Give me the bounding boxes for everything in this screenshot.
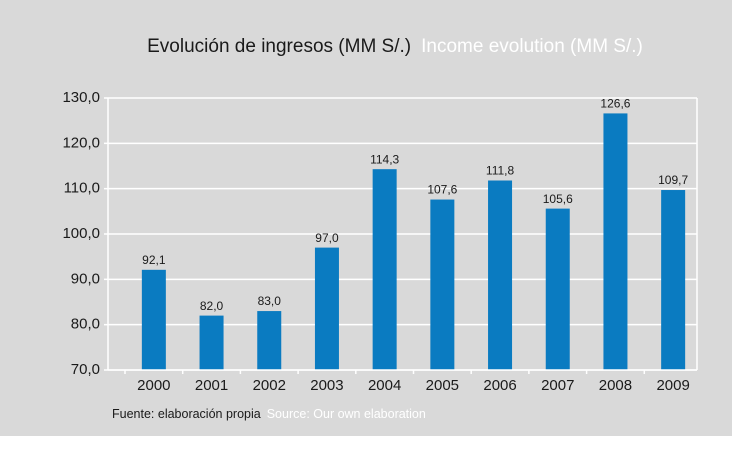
source-es: Fuente: elaboración propia <box>112 407 261 421</box>
title-es: Evolución de ingresos (MM S/.) <box>147 36 411 57</box>
source: Fuente: elaboración propia Source: Our ow… <box>112 407 426 421</box>
bar <box>199 315 224 370</box>
value-label: 97,0 <box>315 231 339 245</box>
x-tick-label: 2002 <box>253 377 286 394</box>
value-label: 82,0 <box>200 299 224 313</box>
x-tick-label: 2006 <box>483 377 516 394</box>
y-tick-label: 70,0 <box>71 361 100 378</box>
x-tick-label: 2000 <box>137 377 170 394</box>
y-tick-label: 120,0 <box>62 134 100 151</box>
x-tick-label: 2009 <box>656 377 689 394</box>
chart-title: Evolución de ingresos (MM S/.) Income evo… <box>147 36 643 57</box>
title-en: Income evolution (MM S/.) <box>421 36 643 57</box>
y-tick-label: 80,0 <box>71 316 100 333</box>
value-label: 107,6 <box>427 183 457 197</box>
x-tick-label: 2003 <box>310 377 343 394</box>
bar <box>314 247 339 370</box>
value-label: 109,7 <box>658 173 688 187</box>
value-label: 114,3 <box>370 152 399 166</box>
value-label: 126,6 <box>600 97 630 111</box>
bar <box>257 311 282 370</box>
source-en: Source: Our own elaboration <box>267 407 426 421</box>
x-tick-label: 2007 <box>541 377 574 394</box>
y-tick-label: 100,0 <box>62 225 100 242</box>
x-tick-label: 2004 <box>368 377 401 394</box>
bar <box>661 190 686 370</box>
value-label: 83,0 <box>258 294 282 308</box>
x-tick-label: 2005 <box>426 377 459 394</box>
value-label: 111,8 <box>486 164 515 178</box>
value-label: 92,1 <box>142 253 166 267</box>
bar <box>372 169 397 370</box>
y-tick-label: 130,0 <box>62 89 100 106</box>
y-tick-label: 110,0 <box>64 180 100 197</box>
x-tick-label: 2008 <box>599 377 632 394</box>
value-label: 105,6 <box>543 192 573 206</box>
bar <box>141 269 166 370</box>
bar <box>545 208 570 370</box>
bar <box>603 113 628 370</box>
y-tick-label: 90,0 <box>71 270 100 287</box>
bar <box>430 199 455 370</box>
bar <box>488 180 513 370</box>
x-tick-label: 2001 <box>195 377 228 394</box>
